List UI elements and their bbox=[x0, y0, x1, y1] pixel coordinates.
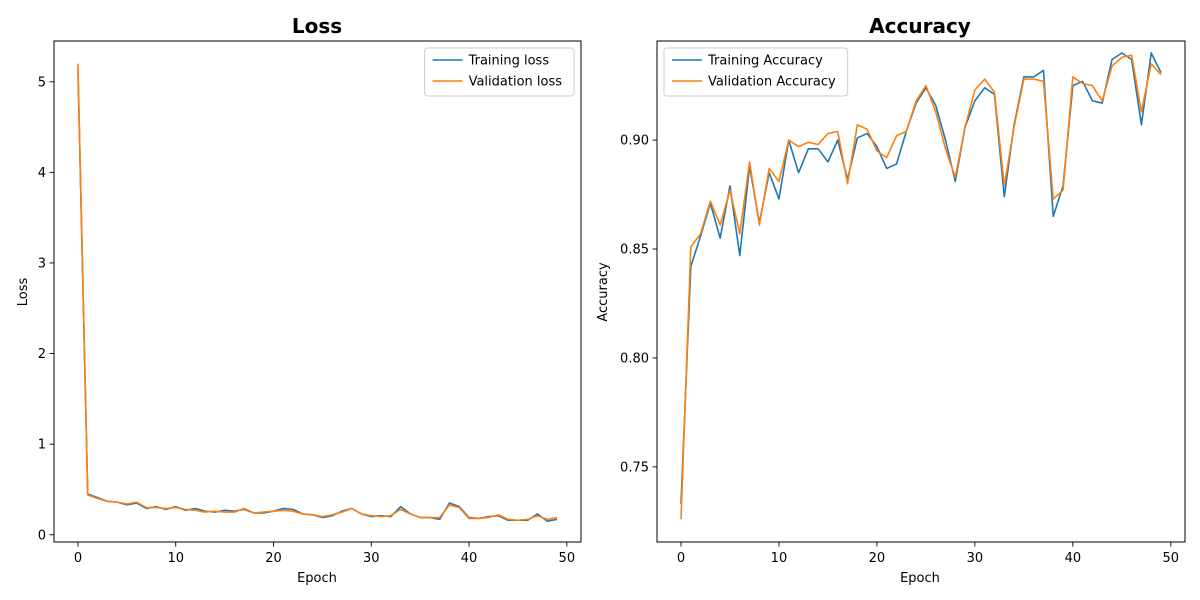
y-tick-label: 0.75 bbox=[620, 460, 649, 475]
x-tick-label: 10 bbox=[771, 551, 788, 566]
legend: Training Accuracy Validation Accuracy bbox=[663, 47, 849, 97]
x-tick-label: 50 bbox=[559, 551, 576, 566]
y-tick-label: 5 bbox=[38, 75, 46, 90]
x-tick-label: 20 bbox=[265, 551, 282, 566]
x-tick-label: 30 bbox=[967, 551, 984, 566]
chart-title: Loss bbox=[292, 14, 342, 38]
legend-label: Training loss bbox=[468, 54, 550, 69]
y-tick-label: 1 bbox=[38, 438, 46, 453]
y-tick-label: 3 bbox=[38, 256, 46, 271]
y-axis-label: Accuracy bbox=[596, 262, 611, 322]
plot-frame bbox=[656, 40, 1186, 543]
x-axis-label: Epoch bbox=[900, 571, 940, 586]
legend-label: Training Accuracy bbox=[707, 54, 823, 69]
x-tick-label: 0 bbox=[677, 551, 685, 566]
legend-entry: Training loss bbox=[432, 54, 550, 69]
series-line bbox=[77, 63, 558, 522]
y-tick-label: 0.80 bbox=[620, 351, 649, 366]
legend-label: Validation loss bbox=[469, 75, 563, 90]
legend-entry: Training Accuracy bbox=[672, 54, 823, 69]
y-axis-label: Loss bbox=[16, 278, 31, 307]
x-tick-label: 40 bbox=[461, 551, 478, 566]
x-tick-label: 40 bbox=[1065, 551, 1082, 566]
axis-ticks: 0 10 20 30 40 50 0.75 0.80 0.85 0.90 bbox=[620, 134, 1179, 566]
x-tick-label: 30 bbox=[363, 551, 380, 566]
series-lines bbox=[77, 63, 558, 522]
y-tick-label: 4 bbox=[38, 166, 46, 181]
loss-chart: Loss Epoch Loss 0 10 20 30 40 50 0 1 2 3 4 5 Traini… bbox=[16, 14, 582, 586]
plot-frame bbox=[53, 40, 582, 543]
series-lines bbox=[680, 52, 1162, 520]
y-tick-label: 0 bbox=[38, 528, 46, 543]
legend-label: Validation Accuracy bbox=[708, 75, 836, 90]
x-tick-label: 50 bbox=[1163, 551, 1180, 566]
legend-entry: Validation loss bbox=[432, 75, 563, 90]
y-tick-label: 0.90 bbox=[620, 134, 649, 149]
legend: Training loss Validation loss bbox=[424, 47, 575, 97]
x-axis-label: Epoch bbox=[297, 571, 337, 586]
x-tick-label: 0 bbox=[74, 551, 82, 566]
x-tick-label: 20 bbox=[869, 551, 886, 566]
accuracy-chart: Accuracy Epoch Accuracy 0 10 20 30 40 500.750… bbox=[596, 14, 1186, 586]
x-tick-label: 10 bbox=[167, 551, 184, 566]
y-tick-label: 0.85 bbox=[620, 243, 649, 258]
legend-box bbox=[663, 47, 849, 97]
y-tick-label: 2 bbox=[38, 347, 46, 362]
series-line bbox=[680, 54, 1162, 520]
legend-entry: Validation Accuracy bbox=[672, 75, 836, 90]
axis-ticks: 0 10 20 30 40 50 0 1 2 3 4 5 bbox=[38, 75, 575, 566]
chart-title: Accuracy bbox=[869, 14, 971, 38]
